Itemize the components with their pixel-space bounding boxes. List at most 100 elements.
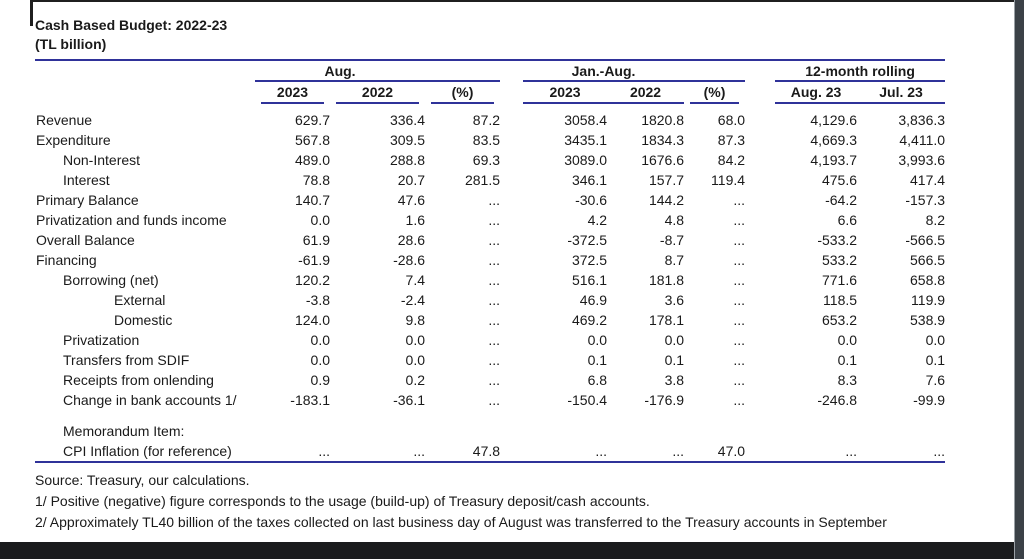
column-gap bbox=[500, 370, 523, 390]
column-gap bbox=[500, 330, 523, 350]
column-gap bbox=[500, 170, 523, 190]
document-page: Cash Based Budget: 2022-23 (TL billion) … bbox=[35, 16, 1015, 530]
cell-aug-2022: 20.7 bbox=[397, 172, 425, 188]
cell-janaug-pct: 68.0 bbox=[717, 112, 746, 128]
source-note: Source: Treasury, our calculations. bbox=[35, 472, 250, 488]
column-gap bbox=[745, 130, 775, 150]
row-label: Receipts from onlending bbox=[63, 372, 214, 388]
column-gap bbox=[745, 441, 775, 462]
cell-aug-pct: ... bbox=[488, 372, 501, 388]
cell-aug-pct: ... bbox=[488, 272, 501, 288]
group-header-janaug-label: Jan.-Aug. bbox=[571, 63, 636, 79]
cell-aug-2022: 0.2 bbox=[405, 372, 425, 388]
table-row: Receipts from onlending 0.9 0.2... 6.8 3.8..… bbox=[35, 370, 945, 390]
cell-aug-2023: -183.1 bbox=[290, 392, 330, 408]
cell-aug-pct: ... bbox=[488, 212, 501, 228]
cell-12m-jul23: 3,993.6 bbox=[898, 152, 946, 168]
column-gap bbox=[745, 190, 775, 210]
cell-janaug-2022: 3.6 bbox=[664, 292, 685, 308]
cell-aug-pct: ... bbox=[488, 352, 501, 368]
cell-12m-aug23: ... bbox=[845, 443, 858, 459]
cell-janaug-2022: 157.7 bbox=[648, 172, 685, 188]
cell-12m-aug23: 4,669.3 bbox=[810, 132, 858, 148]
cell-12m-jul23: 8.2 bbox=[925, 212, 946, 228]
cell-janaug-pct: ... bbox=[733, 192, 746, 208]
cell-aug-pct: ... bbox=[488, 332, 501, 348]
cell-aug-pct: 281.5 bbox=[464, 172, 501, 188]
subheader-aug-2023: 2023 bbox=[255, 81, 330, 104]
column-gap bbox=[500, 150, 523, 170]
cell-12m-jul23: -566.5 bbox=[905, 232, 946, 248]
column-gap bbox=[500, 81, 523, 104]
cell-janaug-2023: 0.0 bbox=[587, 332, 608, 348]
column-gap bbox=[745, 81, 775, 104]
cell-12m-jul23: 3,836.3 bbox=[898, 112, 946, 128]
group-header-janaug: Jan.-Aug. bbox=[523, 60, 746, 82]
column-gap bbox=[745, 170, 775, 190]
memo-data-row: CPI Inflation (for reference) ... ... 47… bbox=[35, 441, 945, 462]
cell-12m-jul23: 7.6 bbox=[925, 372, 946, 388]
page-edge-corner-tick bbox=[30, 0, 33, 26]
row-label: Financing bbox=[36, 252, 97, 268]
row-label: Privatization bbox=[63, 332, 140, 348]
cell-aug-pct: ... bbox=[488, 312, 501, 328]
cell-aug-pct: 69.3 bbox=[472, 152, 501, 168]
cell-janaug-2023: 3435.1 bbox=[564, 132, 608, 148]
column-gap bbox=[745, 250, 775, 270]
cell-aug-2023: 0.0 bbox=[310, 212, 330, 228]
row-label: Revenue bbox=[36, 112, 93, 128]
table-row: Overall Balance 61.9 28.6... -372.5 -8.7... -… bbox=[35, 230, 945, 250]
cell-janaug-2022: 1834.3 bbox=[641, 132, 685, 148]
cell-aug-2022: 288.8 bbox=[389, 152, 425, 168]
column-gap bbox=[745, 350, 775, 370]
row-label: Interest bbox=[63, 172, 110, 188]
cell-12m-jul23: 538.9 bbox=[910, 312, 946, 328]
cell-aug-2023: 124.0 bbox=[294, 312, 330, 328]
page-edge-bottom bbox=[0, 542, 1024, 559]
cell-aug-pct: ... bbox=[488, 252, 501, 268]
page-edge-right bbox=[1014, 0, 1024, 559]
row-label: Expenditure bbox=[36, 132, 111, 148]
cell-janaug-pct: ... bbox=[733, 312, 746, 328]
table-row: Transfers from SDIF 0.0 0.0... 0.1 0.1... 0.1… bbox=[35, 350, 945, 370]
table-row: Expenditure 567.8 309.5 83.5 3435.1 1834.3 87.… bbox=[35, 130, 945, 150]
cell-12m-jul23: 0.0 bbox=[925, 332, 946, 348]
cell-12m-aug23: 475.6 bbox=[821, 172, 858, 188]
cell-janaug-2022: 1676.6 bbox=[641, 152, 685, 168]
cell-aug-2022: 9.8 bbox=[405, 312, 425, 328]
cell-janaug-2023: 469.2 bbox=[571, 312, 608, 328]
cell-12m-aug23: 6.6 bbox=[837, 212, 858, 228]
table-row: Revenue 629.7 336.4 87.2 3058.4 1820.8 68.0 4,1… bbox=[35, 110, 945, 130]
cell-janaug-2022: 181.8 bbox=[648, 272, 685, 288]
table-row: Financing -61.9 -28.6... 372.5 8.7... 533.2 56… bbox=[35, 250, 945, 270]
table-rows: Revenue 629.7 336.4 87.2 3058.4 1820.8 68.0 4,1… bbox=[35, 104, 945, 410]
cell-janaug-2023: 346.1 bbox=[571, 172, 608, 188]
cell-janaug-pct: 119.4 bbox=[711, 172, 746, 188]
cell-janaug-2022: 178.1 bbox=[648, 312, 685, 328]
memo-section: Memorandum Item: CPI Inflation (for refe… bbox=[35, 410, 945, 462]
cell-aug-pct: ... bbox=[488, 392, 501, 408]
row-label: Transfers from SDIF bbox=[63, 352, 190, 368]
cell-aug-2022: 28.6 bbox=[397, 232, 425, 248]
cell-janaug-2023: 3058.4 bbox=[564, 112, 608, 128]
cell-janaug-pct: 47.0 bbox=[717, 443, 746, 459]
cell-janaug-2023: 46.9 bbox=[579, 292, 608, 308]
footnote-2: 2/ Approximately TL40 billion of the tax… bbox=[35, 514, 887, 530]
subheader-janaug-2022: 2022 bbox=[607, 81, 685, 104]
cell-12m-aug23: 4,129.6 bbox=[810, 112, 858, 128]
column-gap bbox=[500, 290, 523, 310]
column-gap bbox=[745, 310, 775, 330]
page-edge-top bbox=[30, 0, 1014, 2]
title-line-1: Cash Based Budget: 2022-23 bbox=[35, 17, 228, 33]
cell-aug-2022: 47.6 bbox=[397, 192, 425, 208]
column-gap bbox=[745, 230, 775, 250]
group-header-aug-label: Aug. bbox=[324, 63, 356, 79]
table-title: Cash Based Budget: 2022-23 (TL billion) bbox=[35, 16, 1015, 54]
cell-aug-2023: 629.7 bbox=[294, 112, 330, 128]
table-row: Borrowing (net) 120.2 7.4... 516.1 181.8... 7… bbox=[35, 270, 945, 290]
cell-12m-aug23: 533.2 bbox=[821, 252, 858, 268]
row-label: CPI Inflation (for reference) bbox=[63, 443, 232, 459]
cell-janaug-pct: 84.2 bbox=[717, 152, 746, 168]
cell-janaug-2022: ... bbox=[672, 443, 685, 459]
subheader-row: 2023 2022 (%) 2023 2022 (%) Aug. 23 Jul.… bbox=[35, 81, 946, 104]
